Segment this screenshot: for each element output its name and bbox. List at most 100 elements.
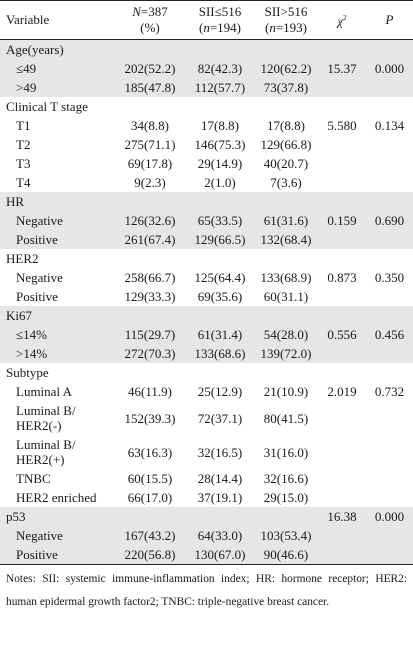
table-row: T1 34(8.8) 17(8.8) 17(8.8) 5.580 0.134 <box>0 116 413 135</box>
total-cell <box>114 40 186 60</box>
group-row: p53 16.38 0.000 <box>0 507 413 526</box>
table-row: Luminal B/HER2(+) 63(16.3) 32(16.5) 31(16.0… <box>0 435 413 469</box>
table-row: T3 69(17.8) 29(14.9) 40(20.7) <box>0 154 413 173</box>
table-row: HER2 enriched 66(17.0) 37(19.1) 29(15.0) <box>0 488 413 507</box>
total-cell: 220(56.8) <box>114 545 186 565</box>
row-label: HER2 enriched <box>16 490 97 505</box>
total-cell: 115(29.7) <box>124 327 176 342</box>
group-row: Clinical T stage <box>0 97 413 116</box>
row-label: TNBC <box>16 471 51 486</box>
chi-square-cell <box>318 435 366 469</box>
row-label: T3 <box>16 156 31 171</box>
sii-low-cell: 69(35.6) <box>197 289 243 304</box>
total-cell: 185(47.8) <box>124 80 176 95</box>
sii-high-cell <box>254 507 318 526</box>
group-row: Subtype <box>0 363 413 382</box>
row-label: ≤14% <box>16 327 47 342</box>
row-label: Positive <box>16 232 58 247</box>
total-cell <box>114 306 186 325</box>
group-row: Ki67 <box>0 306 413 325</box>
total-cell: 167(43.2) <box>124 528 176 543</box>
sii-low-cell: 133(68.6) <box>194 346 246 361</box>
sii-high-cell <box>254 97 318 116</box>
p-value-cell <box>366 306 413 325</box>
p-value-cell <box>366 192 413 211</box>
row-label: ≤49 <box>16 61 37 76</box>
p-value-cell <box>366 545 413 565</box>
sii-high-cell: 21(10.9) <box>263 384 309 399</box>
sii-high-cell <box>254 363 318 382</box>
sii-high-cell: 129(66.8) <box>260 137 312 152</box>
p-value-cell: 0.350 <box>374 270 405 285</box>
group-row: HR <box>0 192 413 211</box>
sii-high-cell: 54(28.0) <box>263 327 309 342</box>
table-row: Luminal A 46(11.9) 25(12.9) 21(10.9) 2.019 0.… <box>0 382 413 401</box>
table-row: ≤14% 115(29.7) 61(31.4) 54(28.0) 0.556 0.456 <box>0 325 413 344</box>
chi-square-cell: 16.38 <box>327 509 357 524</box>
total-cell: 272(70.3) <box>124 346 176 361</box>
table-row: T2 275(71.1) 146(75.3) 129(66.8) <box>0 135 413 154</box>
p-value-cell: 0.000 <box>374 61 405 76</box>
p-value-cell: 0.000 <box>374 509 405 524</box>
p-value-cell <box>366 469 413 488</box>
chi-square-cell <box>318 545 366 565</box>
sii-high-cell: 61(31.6) <box>263 213 309 228</box>
total-cell: 261(67.4) <box>124 232 176 247</box>
header-chi-square: χ2 <box>318 0 366 40</box>
sii-low-cell <box>186 306 254 325</box>
table-row: TNBC 60(15.5) 28(14.4) 32(16.6) <box>0 469 413 488</box>
header-total: N=387 (%) <box>114 0 186 40</box>
sii-low-cell <box>186 192 254 211</box>
sii-low-cell <box>186 507 254 526</box>
row-label: Negative <box>16 213 63 228</box>
chi-square-cell <box>318 40 366 60</box>
sii-high-cell: 90(46.6) <box>254 545 318 565</box>
sii-low-cell: 72(37.1) <box>197 410 243 426</box>
table-notes: Notes: SII: systemic immune-inflammation… <box>6 573 407 608</box>
table-row: Luminal B/HER2(-) 152(39.3) 72(37.1) 80(41.… <box>0 401 413 435</box>
group-row: Age(years) <box>0 39 413 60</box>
sii-low-cell: 17(8.8) <box>201 118 239 133</box>
p-value-cell: 0.690 <box>374 213 405 228</box>
group-label: Age(years) <box>6 42 64 57</box>
row-label: T4 <box>16 175 31 190</box>
chi-square-cell: 5.580 <box>327 118 357 133</box>
chi-square-cell <box>318 488 366 507</box>
sii-high-cell: 17(8.8) <box>267 118 305 133</box>
group-label: HR <box>6 194 25 209</box>
total-cell: 129(33.3) <box>124 289 176 304</box>
sii-low-cell: 64(33.0) <box>197 528 243 543</box>
p-value-cell <box>366 78 413 97</box>
header-p-value: P <box>366 0 413 40</box>
sii-high-cell <box>254 249 318 268</box>
chi-square-cell: 0.556 <box>327 327 357 342</box>
p-value-cell <box>366 173 413 192</box>
sii-high-cell <box>254 40 318 60</box>
row-label: T2 <box>16 137 31 152</box>
chi-square-cell <box>318 97 366 116</box>
chi-square-cell: 0.159 <box>327 213 357 228</box>
row-label: Positive <box>16 289 58 304</box>
sii-low-cell: 25(12.9) <box>197 384 243 399</box>
p-value-cell <box>366 435 413 469</box>
p-value-cell <box>366 287 413 306</box>
group-label: HER2 <box>6 251 39 266</box>
chi-square-cell <box>318 78 366 97</box>
p-value-cell <box>366 230 413 249</box>
total-cell: 275(71.1) <box>124 137 176 152</box>
p-value-cell <box>366 40 413 60</box>
sii-high-cell <box>254 306 318 325</box>
sii-low-cell: 29(14.9) <box>197 156 243 171</box>
total-cell: 63(16.3) <box>127 444 173 460</box>
group-label: Subtype <box>6 365 49 380</box>
sii-low-cell: 65(33.5) <box>197 213 243 228</box>
sii-low-cell <box>186 40 254 60</box>
total-cell <box>114 97 186 116</box>
sii-low-cell: 125(64.4) <box>194 270 246 285</box>
sii-low-cell: 112(57.7) <box>194 80 246 95</box>
p-value-cell <box>366 488 413 507</box>
group-label: Ki67 <box>6 308 32 323</box>
total-cell: 66(17.0) <box>127 490 173 505</box>
table-row: Positive 129(33.3) 69(35.6) 60(31.1) <box>0 287 413 306</box>
sii-low-cell <box>186 363 254 382</box>
